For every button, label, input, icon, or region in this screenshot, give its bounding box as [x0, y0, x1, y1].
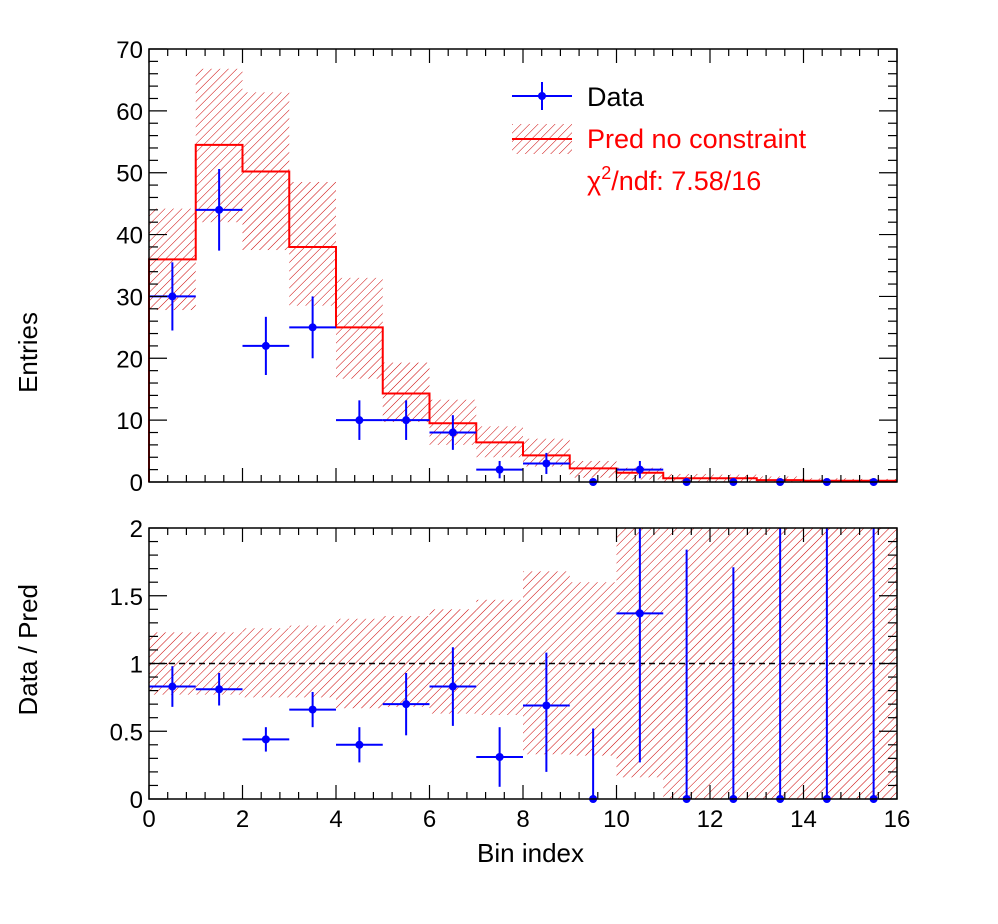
bottom-y-tick-labels: 0 0.5 1 1.5 2	[110, 516, 143, 814]
ratio-band-9	[569, 582, 617, 756]
ratio-point-1	[195, 672, 243, 706]
top-y-tick-label: 10	[116, 408, 143, 435]
chi2-annotation: χ2/ndf: 7.58/16	[587, 163, 761, 196]
x-tick-labels: 0 2 4 6 8 10 12 14 16	[142, 806, 910, 833]
data-point-8	[523, 452, 570, 474]
x-tick-label: 2	[236, 806, 249, 833]
x-tick-label: 8	[516, 806, 529, 833]
x-tick-label: 6	[423, 806, 436, 833]
top-y-axis-title: Entries	[13, 312, 43, 393]
ratio-point-3	[289, 691, 336, 728]
ratio-points	[149, 528, 878, 803]
bottom-y-axis-title: Data / Pred	[13, 584, 43, 716]
legend-entry-data: Data	[512, 82, 645, 112]
top-y-tick-label: 20	[116, 346, 143, 373]
prediction-band-3	[289, 181, 336, 306]
data-point-7	[476, 460, 523, 479]
ratio-point-5	[382, 672, 430, 736]
x-tick-label: 0	[142, 806, 155, 833]
ratio-point-7	[476, 727, 523, 787]
legend: Data Pred no constraint χ2/ndf: 7.58/16	[512, 82, 807, 196]
ratio-point-8	[523, 652, 570, 772]
top-y-tick-label: 40	[116, 223, 143, 250]
bottom-y-tick-label: 1	[130, 652, 143, 679]
data-point-10	[616, 460, 664, 479]
data-point-5	[382, 400, 430, 440]
prediction-step-line	[148, 143, 897, 482]
top-y-tick-label: 60	[116, 99, 143, 126]
x-tick-label: 4	[329, 806, 342, 833]
ratio-point-10	[616, 528, 664, 763]
top-y-tick-label: 70	[116, 37, 143, 64]
legend-entry-prediction: Pred no constraint	[512, 124, 807, 154]
top-y-tick-label: 0	[130, 470, 143, 497]
data-point-1	[195, 169, 243, 251]
data-point-6	[429, 415, 477, 450]
x-axis-title: Bin index	[477, 838, 584, 868]
bottom-y-tick-label: 0	[130, 787, 143, 814]
ratio-band-3	[289, 625, 336, 698]
x-tick-label: 16	[884, 806, 911, 833]
x-tick-label: 12	[697, 806, 724, 833]
top-y-tick-labels: 0 10 20 30 40 50 60 70	[116, 37, 143, 497]
bottom-y-tick-label: 0.5	[110, 719, 143, 746]
top-y-tick-label: 50	[116, 161, 143, 188]
data-point-2	[242, 316, 290, 375]
x-tick-label: 14	[790, 806, 817, 833]
ratio-point-2	[242, 727, 290, 752]
data-points	[149, 169, 878, 486]
top-y-tick-label: 30	[116, 284, 143, 311]
legend-label-prediction: Pred no constraint	[587, 124, 807, 154]
ratio-point-6	[429, 647, 477, 726]
ratio-point-4	[336, 727, 383, 763]
ratio-band-7	[476, 599, 523, 715]
top-axis-ticks	[148, 48, 898, 483]
legend-label-data: Data	[587, 82, 645, 112]
data-point-4	[336, 400, 383, 440]
bottom-y-tick-label: 2	[130, 516, 143, 543]
main-histogram-panel: 0 10 20 30 40 50 60 70 Entries Data Pred no con…	[13, 37, 898, 497]
x-tick-label: 10	[603, 806, 630, 833]
data-point-3	[289, 296, 336, 359]
bottom-axis-ticks	[148, 527, 898, 800]
ratio-panel: 0 0.5 1 1.5 2 0 2 4 6 8 10 12 14 16 Data / Pred Bin …	[13, 516, 910, 868]
bottom-y-tick-label: 1.5	[110, 584, 143, 611]
ratio-point-0	[149, 666, 196, 707]
